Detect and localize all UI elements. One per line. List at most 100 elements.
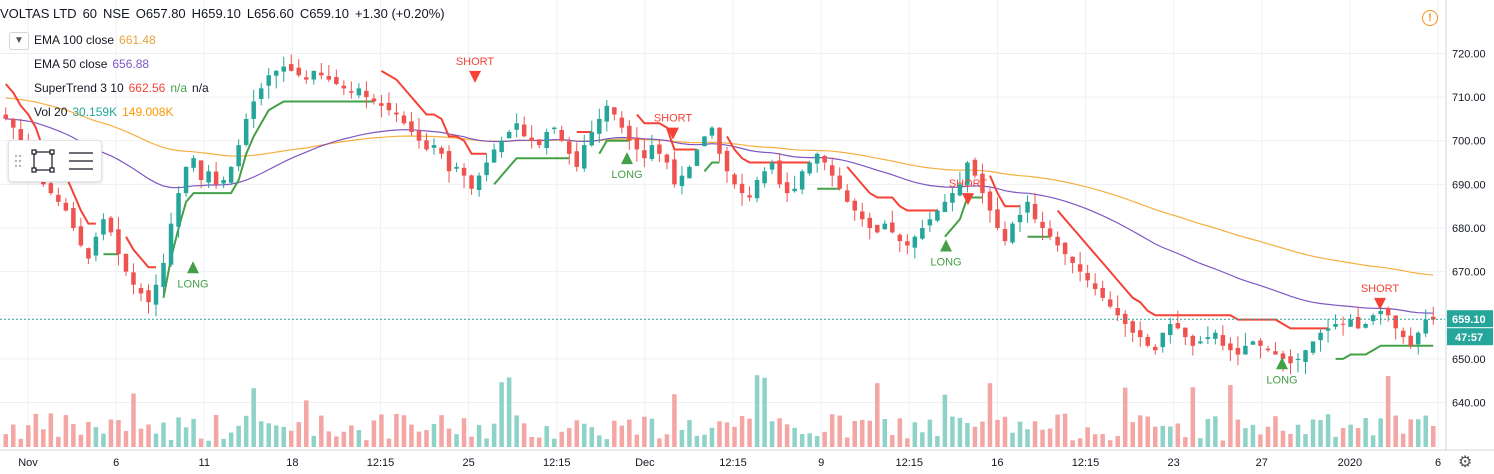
candle-body: [642, 150, 647, 159]
candle-body: [138, 287, 144, 294]
volume-bar: [739, 415, 745, 447]
candle-body: [1340, 323, 1346, 325]
volume-bar: [1333, 436, 1338, 447]
volume-bar: [1303, 434, 1308, 447]
volume-bar: [153, 433, 159, 447]
candle-body: [1100, 287, 1105, 298]
volume-bar: [1190, 387, 1196, 447]
volume-bar: [882, 418, 888, 447]
volume-bar: [78, 434, 84, 447]
volume-bar: [3, 434, 9, 447]
volume-bar: [176, 417, 181, 447]
candle-body: [597, 118, 602, 134]
st-na-1: n/a: [170, 81, 188, 95]
volume-bar: [942, 394, 948, 447]
candle-body: [341, 85, 347, 89]
candle-body: [995, 209, 1000, 228]
volume-bar: [687, 420, 692, 447]
volume-bar: [101, 433, 106, 447]
volume-bar: [499, 382, 504, 447]
volume-bar: [439, 415, 444, 447]
short-arrow-icon: [1374, 297, 1386, 310]
price-tick-label: 670.00: [1452, 267, 1486, 279]
long-label: LONG: [1266, 374, 1297, 386]
candle-body: [1258, 340, 1263, 346]
legend-supertrend[interactable]: SuperTrend 3 10 662.56 n/a n/a: [34, 81, 214, 95]
supertrend-up-segment: [944, 196, 983, 238]
candle-body: [101, 219, 106, 235]
candle-body: [334, 77, 339, 84]
volume-bar: [48, 413, 54, 447]
candle-body: [401, 115, 407, 124]
candle-body: [664, 154, 670, 163]
legend-ema100[interactable]: EMA 100 close 661.48: [34, 33, 161, 47]
settings-lines-icon[interactable]: [69, 152, 93, 170]
volume-bar: [476, 425, 482, 447]
candle-body: [176, 193, 181, 227]
ema-100-line: [5, 97, 1434, 276]
candle-body: [349, 91, 354, 93]
ema100-value: 661.48: [119, 33, 156, 47]
volume-bar: [1017, 421, 1023, 447]
volume-bar: [1415, 419, 1421, 447]
candle-body: [521, 124, 527, 137]
time-tick-label: 18: [286, 457, 298, 469]
interval[interactable]: 60: [82, 6, 98, 21]
candle-body: [446, 151, 452, 172]
long-arrow-icon: [621, 152, 633, 165]
volume-bar: [1393, 415, 1398, 447]
candle-body: [11, 118, 16, 128]
volume-bar: [506, 377, 512, 447]
countdown-label: 47:57: [1455, 332, 1483, 344]
candle-body: [777, 160, 782, 185]
volume-bar: [521, 423, 527, 447]
rectangle-tool-icon[interactable]: [31, 149, 55, 173]
volume-bar: [732, 426, 737, 447]
candle-body: [1153, 346, 1158, 351]
legend-volume[interactable]: Vol 20 30.159K 149.008K: [34, 105, 178, 119]
volume-bar: [769, 421, 775, 447]
candle-body: [1318, 332, 1323, 341]
volume-bar: [296, 422, 302, 447]
candle-body: [589, 132, 595, 146]
candle-body: [469, 175, 474, 189]
candle-body: [1085, 273, 1090, 281]
volume-bar: [258, 421, 264, 447]
volume-bar: [1122, 387, 1128, 447]
candle-body: [912, 236, 918, 248]
gear-icon[interactable]: ⚙: [1458, 454, 1473, 471]
long-label: LONG: [177, 278, 208, 290]
volume-bar: [319, 415, 324, 447]
candle-body: [379, 103, 384, 106]
price-tick-label: 700.00: [1452, 136, 1486, 148]
volume-bar: [762, 377, 767, 447]
candle-body: [1070, 256, 1075, 263]
candle-body: [1378, 310, 1383, 315]
st-na-2: n/a: [192, 81, 209, 95]
volume-bar: [551, 438, 557, 447]
candle-body: [709, 127, 715, 136]
volume-bar: [1040, 429, 1045, 447]
symbol-name[interactable]: VOLTAS LTD: [0, 6, 77, 21]
legend-ema50[interactable]: EMA 50 close 656.88: [34, 57, 154, 71]
volume-bar: [1235, 419, 1241, 447]
supertrend-down-segment: [846, 166, 938, 212]
alert-icon[interactable]: !: [1422, 10, 1438, 26]
volume-bar: [1265, 426, 1271, 447]
time-tick-label: 2020: [1338, 457, 1362, 469]
chevron-down-icon[interactable]: ▼: [9, 32, 29, 50]
drag-handle-icon[interactable]: [14, 154, 22, 168]
volume-bar: [1002, 416, 1008, 447]
candle-body: [957, 184, 963, 196]
candle-body: [1400, 330, 1406, 338]
candle-body: [183, 166, 189, 194]
time-tick-label: Nov: [18, 457, 38, 469]
volume-bar: [1355, 427, 1361, 447]
volume-bar: [484, 438, 489, 447]
candle-body: [769, 162, 775, 170]
volume-bar: [364, 440, 369, 447]
volume-bar: [642, 416, 647, 447]
volume-bar: [1213, 416, 1218, 447]
candle-body: [987, 191, 993, 211]
